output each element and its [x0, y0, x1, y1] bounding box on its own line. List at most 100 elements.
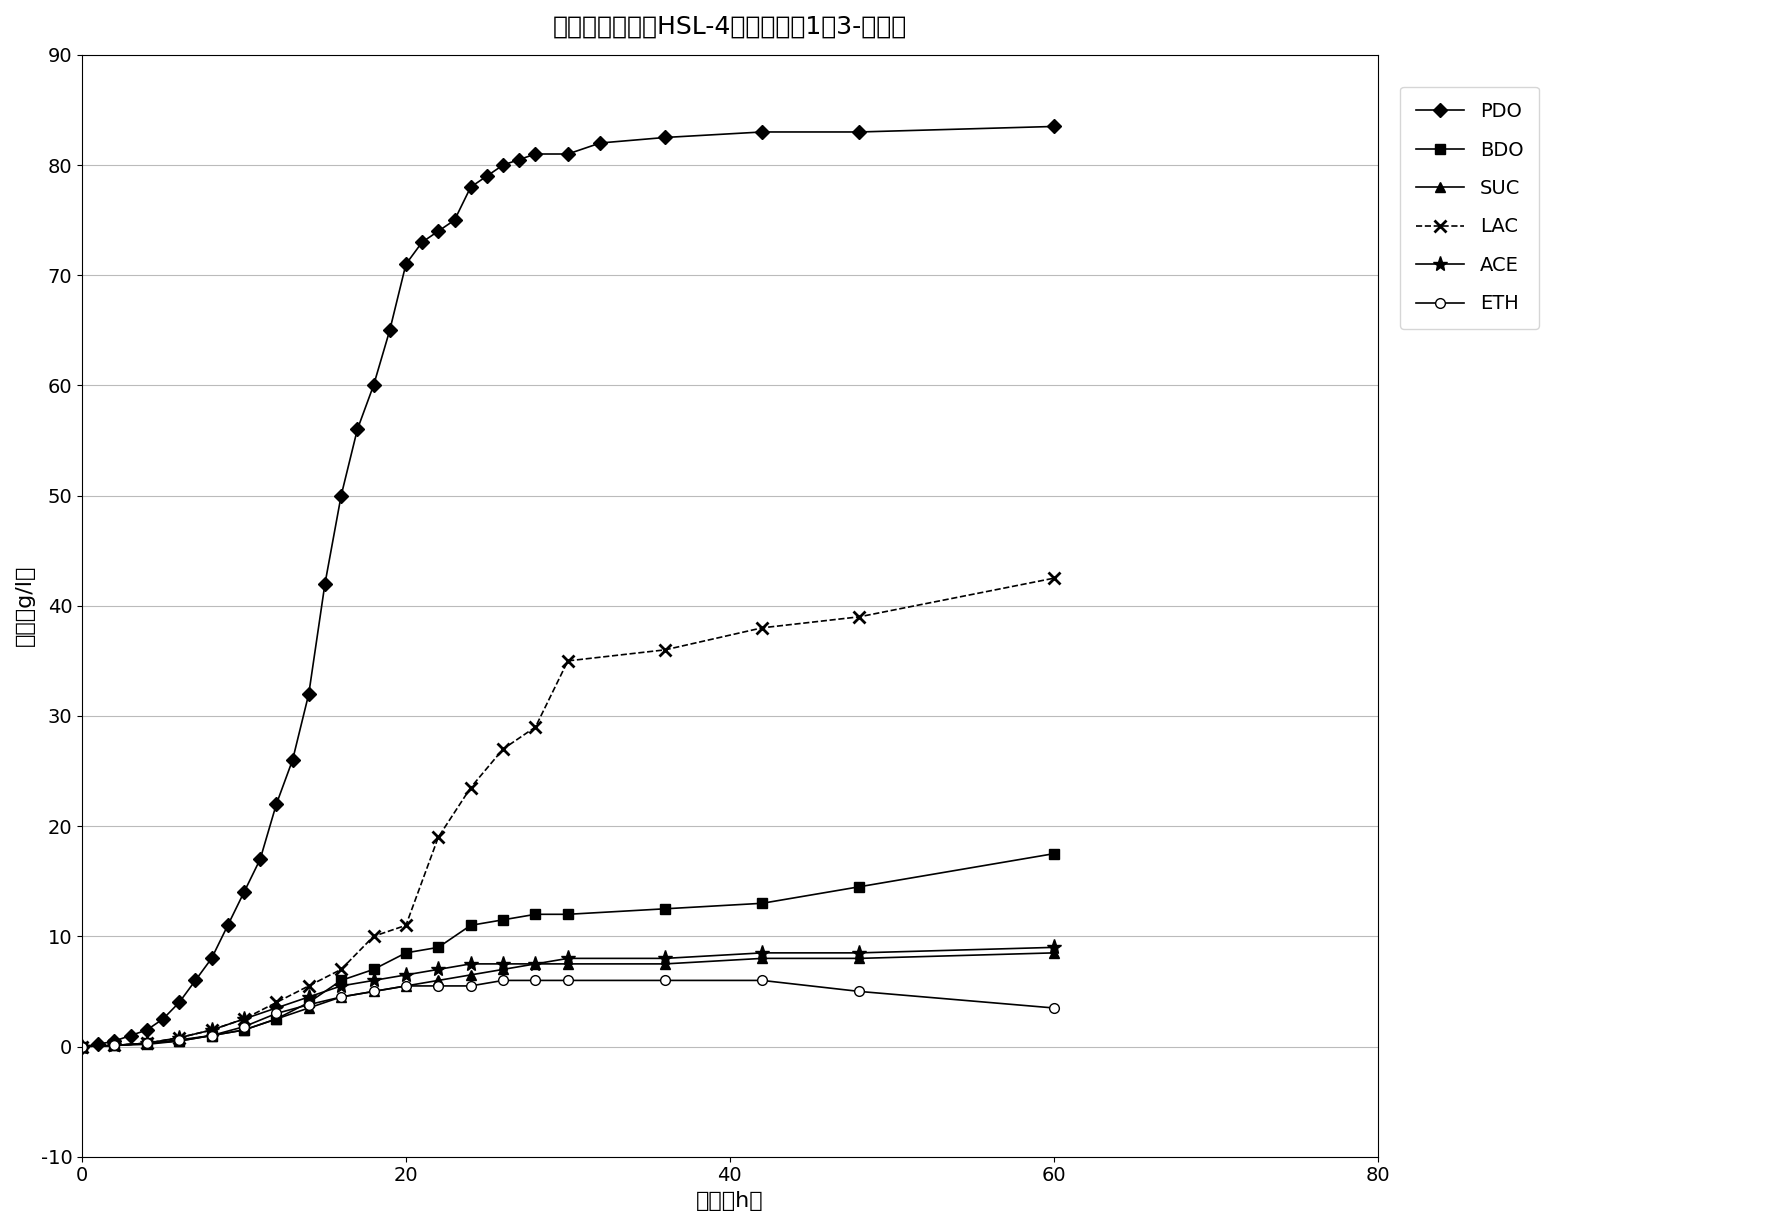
PDO [152, 1011, 173, 1026]
PDO [201, 951, 223, 966]
LAC [71, 1040, 92, 1054]
LAC [654, 642, 675, 657]
SUC [362, 984, 383, 999]
LAC [396, 918, 417, 933]
Legend: PDO, BDO, SUC, LAC, ACE, ETH: PDO, BDO, SUC, LAC, ACE, ETH [1399, 87, 1539, 329]
SUC [233, 1022, 254, 1037]
BDO [299, 996, 320, 1010]
Line: ACE: ACE [74, 939, 1062, 1054]
Line: ETH: ETH [78, 976, 1058, 1052]
ACE [848, 945, 869, 960]
PDO [493, 158, 514, 173]
ETH [459, 978, 481, 993]
ETH [493, 973, 514, 988]
ACE [330, 978, 352, 993]
X-axis label: 时间（h）: 时间（h） [696, 1190, 763, 1211]
PDO [525, 147, 546, 162]
LAC [557, 653, 578, 668]
BDO [428, 940, 449, 955]
PDO [88, 1037, 110, 1052]
ETH [299, 997, 320, 1011]
PDO [477, 169, 498, 184]
SUC [265, 1011, 286, 1026]
SUC [751, 951, 772, 966]
BDO [396, 945, 417, 960]
BDO [104, 1038, 125, 1053]
ACE [654, 951, 675, 966]
ACE [265, 1000, 286, 1015]
LAC [751, 620, 772, 635]
ETH [1043, 1000, 1064, 1015]
PDO [249, 852, 270, 867]
PDO [233, 885, 254, 900]
ETH [168, 1032, 189, 1047]
BDO [1043, 846, 1064, 861]
SUC [299, 1000, 320, 1015]
LAC [493, 742, 514, 756]
PDO [590, 136, 611, 151]
Line: SUC: SUC [78, 948, 1058, 1052]
SUC [104, 1038, 125, 1053]
BDO [136, 1036, 157, 1051]
PDO [444, 213, 465, 228]
ACE [1043, 940, 1064, 955]
LAC [201, 1022, 223, 1037]
PDO [120, 1029, 141, 1043]
ETH [265, 1007, 286, 1021]
PDO [751, 125, 772, 140]
ACE [459, 956, 481, 971]
ACE [362, 973, 383, 988]
LAC [299, 978, 320, 993]
LAC [104, 1038, 125, 1053]
SUC [557, 956, 578, 971]
SUC [848, 951, 869, 966]
Y-axis label: 浓度（g/l）: 浓度（g/l） [14, 565, 35, 646]
SUC [71, 1040, 92, 1054]
ACE [525, 956, 546, 971]
SUC [201, 1029, 223, 1043]
ACE [104, 1038, 125, 1053]
ACE [751, 945, 772, 960]
SUC [168, 1034, 189, 1048]
SUC [525, 956, 546, 971]
Title: 肺炎克雷伯氏菌HSL-4发酵甘油产1，3-丙二醇: 肺炎克雷伯氏菌HSL-4发酵甘油产1，3-丙二醇 [553, 15, 906, 39]
BDO [848, 879, 869, 894]
PDO [412, 235, 433, 250]
PDO [509, 152, 530, 167]
ACE [168, 1030, 189, 1045]
SUC [136, 1037, 157, 1052]
ETH [71, 1040, 92, 1054]
PDO [848, 125, 869, 140]
ETH [104, 1038, 125, 1053]
ETH [233, 1019, 254, 1034]
PDO [104, 1034, 125, 1048]
PDO [330, 488, 352, 503]
ETH [201, 1029, 223, 1043]
ACE [557, 951, 578, 966]
ACE [428, 962, 449, 977]
BDO [265, 1011, 286, 1026]
LAC [848, 609, 869, 624]
BDO [751, 896, 772, 911]
BDO [362, 962, 383, 977]
BDO [557, 907, 578, 922]
PDO [557, 147, 578, 162]
PDO [186, 973, 207, 988]
LAC [1043, 571, 1064, 586]
LAC [233, 1011, 254, 1026]
LAC [525, 720, 546, 734]
ETH [428, 978, 449, 993]
ACE [493, 956, 514, 971]
ETH [557, 973, 578, 988]
PDO [168, 996, 189, 1010]
SUC [493, 962, 514, 977]
PDO [283, 753, 304, 767]
PDO [299, 687, 320, 701]
ACE [233, 1011, 254, 1026]
PDO [346, 422, 368, 436]
ETH [136, 1036, 157, 1051]
Line: PDO: PDO [78, 121, 1058, 1052]
PDO [380, 322, 401, 337]
ACE [396, 967, 417, 982]
ETH [848, 984, 869, 999]
